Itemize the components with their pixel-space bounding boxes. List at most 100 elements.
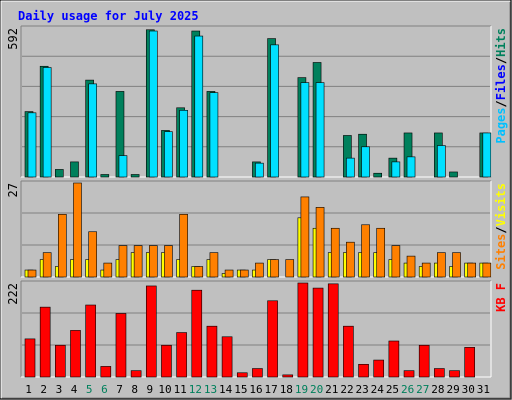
bar-sites-day-31 [482,262,492,278]
bar-files-day-13 [209,92,219,178]
x-tick-label-day-31: 31 [477,383,490,396]
bar-hits-day-8 [130,174,140,178]
bar-files-day-23 [361,146,370,178]
bar-files-day-26 [406,156,416,178]
bar-kb-f-day-3 [55,344,66,378]
bar-sites-day-4 [73,182,82,278]
x-tick-label-day-2: 2 [40,383,47,396]
x-tick-label-day-30: 30 [462,383,475,396]
bar-kb-f-day-1 [24,338,36,378]
bar-sites-day-9 [148,245,158,278]
bar-sites-day-6 [103,262,113,278]
bar-kb-f-day-17 [267,300,278,378]
x-tick-label-day-26: 26 [401,383,414,396]
x-tick-label-day-23: 23 [356,383,369,396]
x-tick-label-day-19: 19 [295,383,308,396]
bar-sites-day-26 [406,255,416,278]
x-tick-label-day-15: 15 [234,383,247,396]
x-tick-label-day-5: 5 [86,383,93,396]
bar-sites-day-8 [133,245,143,278]
bar-kb-f-day-24 [373,359,385,378]
bar-sites-day-2 [42,252,52,278]
legend-bottom: KB F [494,283,508,312]
x-tick-label-day-13: 13 [204,383,217,396]
x-tick-label-day-28: 28 [431,383,444,396]
bar-kb-f-day-10 [161,344,172,378]
bar-kb-f-day-5 [85,304,96,378]
x-tick-label-day-24: 24 [371,383,385,396]
bar-kb-f-day-18 [282,374,294,378]
x-tick-label-day-14: 14 [219,383,233,396]
bar-kb-f-day-16 [252,368,263,378]
bar-sites-day-29 [452,252,461,278]
bar-kb-f-day-11 [176,332,187,378]
bar-files-day-11 [179,110,188,178]
bar-hits-day-29 [449,171,458,178]
legend-top: Pages/Files/Hits [494,28,508,144]
ymax-label-middle: 27 [6,183,20,197]
legend-part: Visits [494,183,508,226]
bar-sites-day-3 [58,214,67,278]
bar-sites-day-24 [376,227,386,278]
bar-sites-day-7 [118,245,128,278]
x-axis-labels: 1 2 3 4 5 6 7 8 9 10 11 12 13 14 15 16 17 18 19 20 21 22 23 24 2… [25,383,490,396]
legend-part: / [494,226,508,233]
bar-files-day-20 [315,82,325,178]
bar-files-day-25 [391,161,401,178]
x-tick-label-day-12: 12 [189,383,202,396]
bar-files-day-9 [148,30,158,178]
legend-part: / [494,100,508,107]
bar-kb-f-day-23 [358,363,369,378]
legend-part: / [494,57,508,64]
bar-sites-day-12 [194,266,204,278]
bar-kb-f-day-4 [70,330,81,378]
x-tick-label-day-21: 21 [325,383,338,396]
x-tick-label-day-7: 7 [116,383,123,396]
x-tick-label-day-11: 11 [174,383,187,396]
bar-sites-day-15 [239,269,249,278]
bar-kb-f-day-13 [206,325,218,378]
x-tick-label-day-25: 25 [386,383,399,396]
bar-kb-f-day-21 [327,283,339,378]
ymax-label-bottom: 222 [6,283,20,305]
legend-part: Pages [494,108,508,144]
x-tick-label-day-17: 17 [265,383,278,396]
bar-kb-f-day-7 [115,313,127,378]
bar-kb-f-day-20 [312,287,324,378]
bar-files-day-7 [118,155,128,178]
bar-files-day-28 [437,145,446,178]
bar-kb-f-day-2 [39,306,51,378]
bar-sites-day-22 [346,241,355,278]
bar-files-day-22 [346,157,355,178]
bar-hits-day-3 [55,169,64,178]
bar-sites-day-14 [224,269,234,278]
bar-sites-day-16 [255,262,264,278]
bar-hits-day-6 [100,174,110,178]
bar-sites-day-18 [285,259,295,278]
bar-kb-f-day-8 [130,370,142,378]
chart-title: Daily usage for July 2025 [18,9,199,23]
bar-sites-day-13 [209,252,219,278]
bar-files-day-10 [164,131,173,178]
bar-kb-f-day-12 [191,289,203,378]
bar-files-day-12 [194,35,204,178]
x-tick-label-day-10: 10 [158,383,171,396]
bar-files-day-2 [42,67,52,178]
legend-part: Files [494,64,508,100]
bar-kb-f-day-6 [100,366,112,378]
bar-files-day-17 [270,44,279,178]
panel-bottom: 222 KB F [6,280,508,378]
bar-sites-day-23 [361,224,370,278]
x-tick-label-day-9: 9 [147,383,154,396]
panel-middle: 27 Sites/Visits [6,180,508,278]
bar-files-day-5 [88,83,97,178]
x-tick-label-day-1: 1 [25,383,32,396]
legend-part: Hits [494,28,508,57]
bar-hits-day-4 [70,161,79,178]
bar-kb-f-day-30 [464,347,475,378]
x-tick-label-day-6: 6 [101,383,108,396]
bar-sites-day-20 [315,207,325,278]
x-tick-label-day-20: 20 [310,383,323,396]
